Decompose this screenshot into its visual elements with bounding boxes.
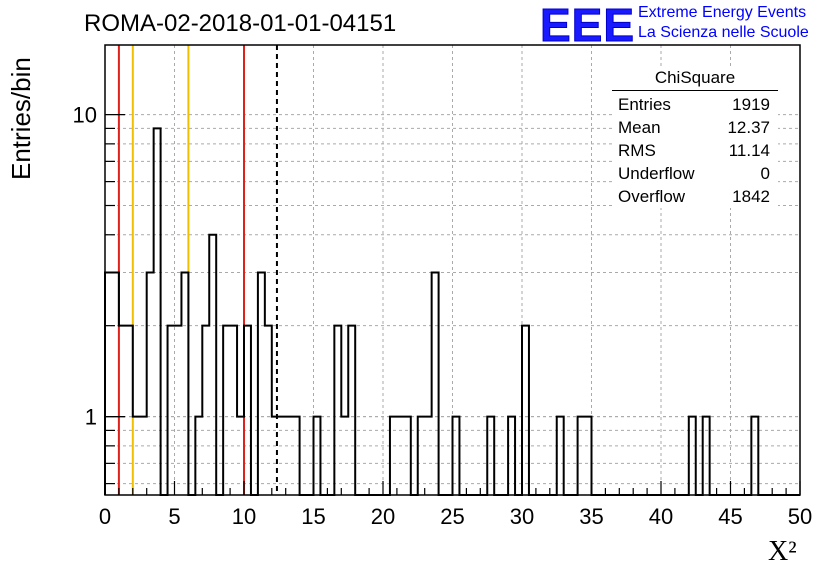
x-tick-label: 15 (301, 504, 325, 529)
histogram-bin (168, 326, 175, 495)
histogram-bin (112, 273, 119, 495)
stats-label: RMS (618, 141, 656, 160)
stats-value: 12.37 (727, 118, 770, 137)
histogram-bin (265, 326, 272, 495)
x-tick-label: 45 (718, 504, 742, 529)
stats-row-rms: RMS 11.14 (612, 139, 778, 162)
x-tick-label: 40 (649, 504, 673, 529)
histogram-bin (258, 273, 265, 495)
stats-row-entries: Entries 1919 (612, 93, 778, 116)
x-tick-label: 30 (510, 504, 534, 529)
stats-label: Mean (618, 118, 661, 137)
histogram-bin (119, 326, 126, 495)
x-tick-label: 20 (371, 504, 395, 529)
histogram-bin (147, 273, 154, 495)
logo-line-2: La Scienza nelle Scuole (638, 24, 809, 41)
histogram-bin (126, 326, 133, 495)
x-tick-label: 25 (440, 504, 464, 529)
x-tick-label: 5 (168, 504, 180, 529)
histogram-bin (209, 235, 216, 495)
stats-value: 1842 (732, 187, 770, 206)
stats-row-overflow: Overflow 1842 (612, 185, 778, 208)
histogram-bin (230, 326, 237, 495)
stats-label: Overflow (618, 187, 686, 206)
histogram-bin (175, 326, 182, 495)
histogram-bin (348, 326, 355, 495)
stats-title: ChiSquare (612, 68, 778, 91)
histogram-bin (522, 326, 529, 495)
stats-label: Underflow (618, 164, 695, 183)
x-tick-label: 0 (99, 504, 111, 529)
stats-row-mean: Mean 12.37 (612, 116, 778, 139)
histogram-bin (154, 128, 161, 495)
x-tick-label: 50 (788, 504, 812, 529)
axis-frame (104, 44, 801, 496)
histogram-bin (244, 326, 251, 495)
stats-box: ChiSquare Entries 1919 Mean 12.37 RMS 11… (612, 68, 778, 208)
histogram-bin (181, 273, 188, 495)
stats-value: 0 (760, 164, 770, 183)
histogram-bin (202, 326, 209, 495)
logo-line-1: Extreme Energy Events (638, 4, 807, 21)
histogram-bin (223, 326, 230, 495)
histogram-bin (105, 273, 112, 495)
histogram-bin (334, 326, 341, 495)
x-tick-label: 10 (232, 504, 256, 529)
x-axis-label: X² (768, 536, 797, 567)
y-tick-label: 1 (85, 405, 97, 430)
eee-logo: EEE (539, 0, 636, 51)
stats-value: 1919 (732, 95, 770, 114)
grid-lines (105, 45, 800, 495)
chart-title: ROMA-02-2018-01-01-04151 (84, 10, 397, 37)
stats-label: Entries (618, 95, 671, 114)
y-tick-label: 10 (73, 103, 97, 128)
histogram-bin (432, 273, 439, 495)
stats-row-underflow: Underflow 0 (612, 162, 778, 185)
x-tick-label: 35 (579, 504, 603, 529)
stats-value: 11.14 (728, 141, 770, 160)
y-axis-label: Entries/bin (6, 57, 36, 180)
tick-labels: 0 5 10 15 20 25 30 35 40 45 50 1 10 (73, 103, 813, 529)
marker-lines (117, 45, 278, 495)
